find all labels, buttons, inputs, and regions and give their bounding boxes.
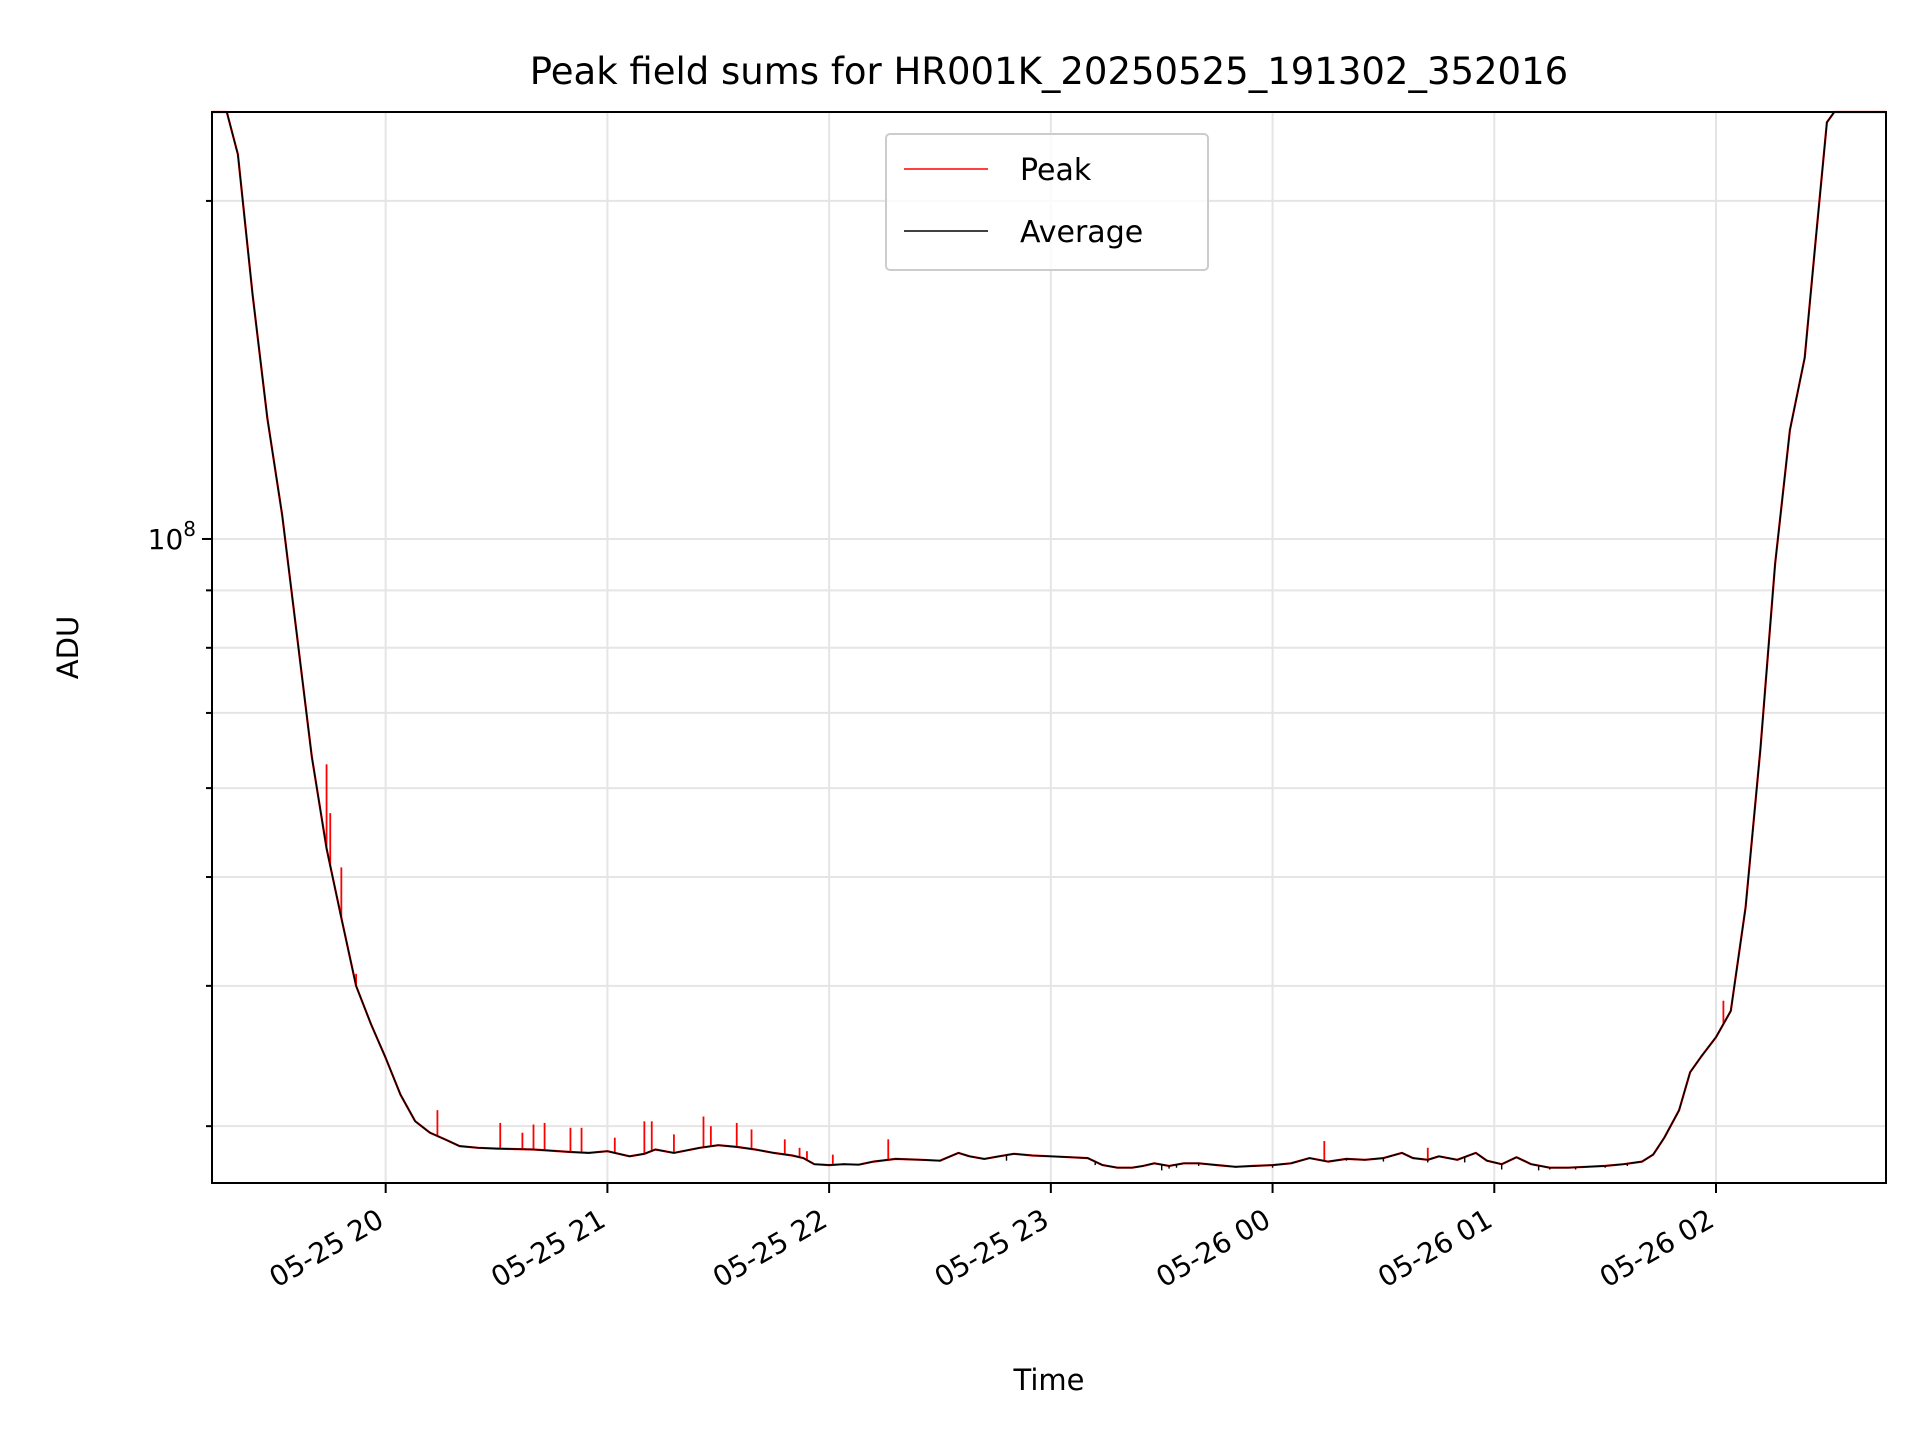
y-tick-label-exponent: 8 [183, 517, 196, 541]
grid [212, 112, 1886, 1183]
legend-label-average: Average [1020, 215, 1143, 250]
legend-label-peak: Peak [1020, 153, 1092, 188]
y-axis-label: ADU [51, 616, 85, 679]
chart-title: Peak field sums for HR001K_20250525_1913… [530, 50, 1568, 93]
plot-series [212, 110, 1886, 1171]
y-tick-label-base: 10 [148, 523, 184, 556]
legend-box [885, 133, 1209, 271]
legend: Peak Average [885, 133, 1209, 271]
y-tick-label: 108 [148, 517, 196, 556]
x-axis-label: Time [1013, 1363, 1085, 1397]
